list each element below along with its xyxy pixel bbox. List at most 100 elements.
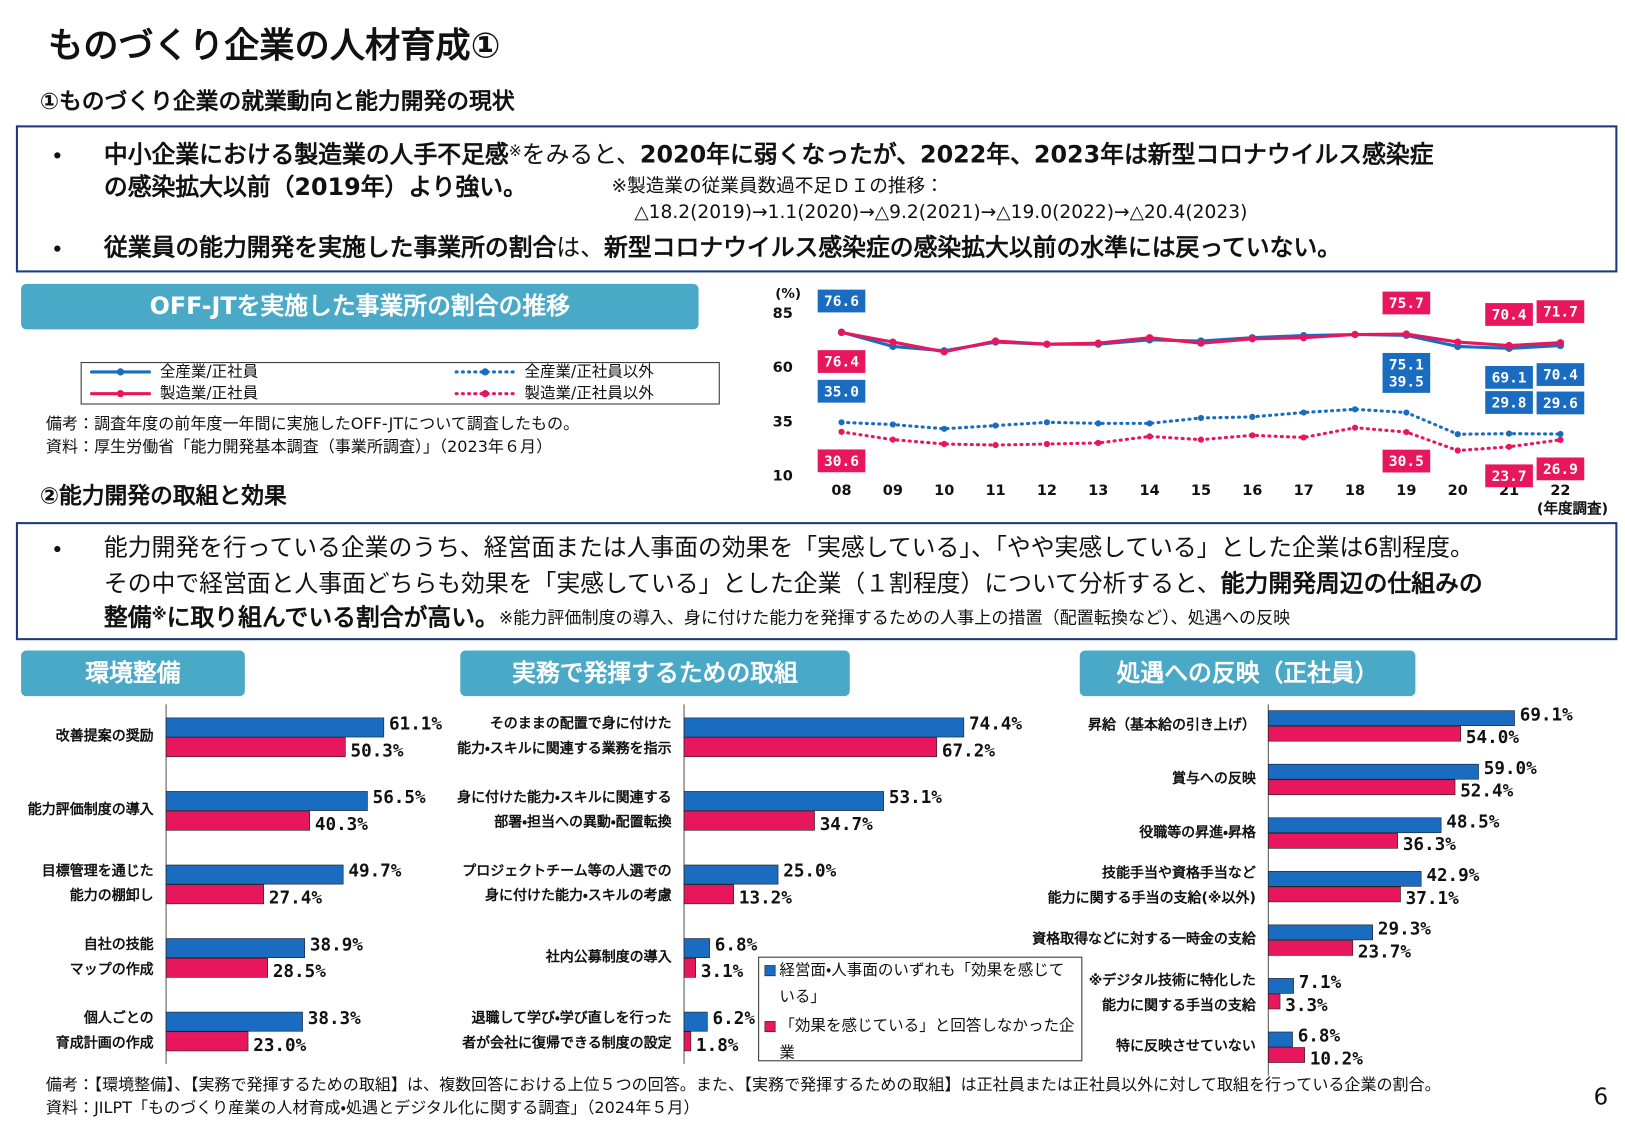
value-label: 13.2% <box>739 889 792 909</box>
summary-note: △18.2(2019)→1.1(2020)→△9.2(2021)→△19.0(2… <box>634 202 1247 223</box>
category-label-box: 身に付けた能力・スキルに関連する 部署・担当への異動・配置転換 <box>457 789 672 831</box>
value-label: 38.9% <box>310 935 363 955</box>
category-label: 役職等の昇進・昇格 <box>1139 824 1256 841</box>
chart-title: 処遇への反映（正社員） <box>1117 659 1379 687</box>
bar <box>165 1031 249 1052</box>
value-label: 35.0 <box>824 384 859 400</box>
value-label: 36.3% <box>1403 835 1456 855</box>
value-label: 40.3% <box>315 815 368 835</box>
value-label-box <box>817 449 866 473</box>
value-label-box <box>817 379 866 403</box>
chart-note: 備考：調査年度の前年度一年間に実施したOFF-JTについて調査したもの。 <box>46 414 579 433</box>
category-label-box: プロジェクトチーム等の人選での 身に付けた能力・スキルの考慮 <box>462 863 671 904</box>
point <box>1557 430 1564 438</box>
value-label: 29.8 <box>1492 396 1527 412</box>
value-label: 76.4 <box>824 355 859 371</box>
summary-box <box>15 125 1618 273</box>
legend-label: 全産業/正社員以外 <box>525 362 655 380</box>
category-label-box: 自社の技能 マップの作成 <box>70 937 154 978</box>
value-label-box <box>817 289 866 313</box>
bar <box>165 737 346 758</box>
point <box>838 428 845 435</box>
value-label-box <box>817 350 866 373</box>
bar <box>1267 940 1354 956</box>
text: をみると、 <box>522 140 640 168</box>
text-bold: 2020年に弱くなったが、2022年、2023年は新型コロナウイルス感染症 <box>640 140 1434 168</box>
point <box>889 436 896 443</box>
bar <box>1267 870 1422 887</box>
value-label: 29.6 <box>1543 396 1578 412</box>
category-label-box: 資格取得などに対する一時金の支給 <box>1032 931 1256 948</box>
value-label: 59.0% <box>1484 759 1537 779</box>
value-label-box <box>1382 291 1431 315</box>
point <box>1095 420 1102 427</box>
y-unit: (%) <box>775 287 801 302</box>
point <box>889 338 897 346</box>
bar <box>683 938 710 959</box>
value-label: 6.8% <box>1298 1027 1341 1047</box>
point <box>992 441 999 449</box>
point <box>1403 428 1410 436</box>
point <box>1351 424 1359 431</box>
value-label: 7.1% <box>1299 973 1342 993</box>
value-label: 75.1 <box>1389 357 1424 373</box>
text-bold: 整備 <box>104 603 152 631</box>
legend-marker <box>481 390 489 398</box>
value-label: 27.4% <box>269 889 322 909</box>
bar <box>683 957 697 978</box>
value-label: 38.3% <box>308 1009 361 1029</box>
category-label-box: 役職等の昇進・昇格 <box>1139 824 1256 841</box>
x-tick-label: 14 <box>1140 483 1160 499</box>
value-label-box <box>1536 300 1585 324</box>
point <box>1505 443 1513 450</box>
value-label-box <box>1485 303 1533 326</box>
point <box>837 328 846 337</box>
value-label: 34.7% <box>820 815 873 835</box>
point <box>1043 419 1051 426</box>
text-note-mark: ※ <box>509 142 522 160</box>
category-label-box: 技能手当や資格手当など 能力に関する手当の支給(※以外) <box>1048 865 1256 906</box>
page-title: ものづくり企業の人材育成① <box>48 26 500 67</box>
point <box>1557 436 1564 443</box>
legend-marker <box>481 368 489 376</box>
value-label-box <box>1536 363 1585 386</box>
text-bold: 能力開発周辺の仕組みの <box>1221 569 1483 597</box>
bar <box>165 938 306 959</box>
value-label-box <box>1382 370 1431 393</box>
summary-line: 能力開発を行っている企業のうち、経営面または人事面の効果を「実感している」、「や… <box>104 534 1474 562</box>
bar <box>165 1011 303 1032</box>
value-label: 54.0% <box>1466 728 1519 748</box>
category-label-box: 特に反映させていない <box>1116 1038 1256 1055</box>
bar <box>683 791 885 811</box>
point <box>1505 430 1513 437</box>
category-label: 退職して学び・学び直しを行った 者が会社に復帰できる制度の設定 <box>462 1010 672 1052</box>
text: は、 <box>556 233 604 261</box>
x-tick-label: 11 <box>985 483 1005 499</box>
point <box>1043 440 1051 448</box>
chart-source: 資料：厚生労働省「能力開発基本調査（事業所調査）」（2023年６月） <box>46 437 552 456</box>
point <box>1249 432 1256 439</box>
x-tick-label: 10 <box>934 483 954 499</box>
category-label-box: 社内公募制度の導入 <box>546 949 672 966</box>
point <box>1403 409 1410 416</box>
bar <box>1267 924 1374 941</box>
x-tick-label: 13 <box>1088 483 1108 499</box>
value-label: 25.0% <box>783 862 836 882</box>
page-subtitle: ①ものづくり企業の就業動向と能力開発の現状 <box>40 88 515 115</box>
value-label: 28.5% <box>273 962 326 982</box>
bullet <box>54 545 61 553</box>
value-label: 23.7% <box>1358 942 1411 962</box>
x-tick-label: 08 <box>831 483 851 499</box>
category-label: 身に付けた能力・スキルに関連する 部署・担当への異動・配置転換 <box>457 789 672 831</box>
bar <box>1267 763 1479 780</box>
value-label-box <box>1536 391 1585 415</box>
legend-label: 全産業/正社員 <box>160 362 258 380</box>
category-label-box: 改善提案の奨励 <box>56 728 154 745</box>
x-tick-label: 19 <box>1396 483 1416 499</box>
x-tick-label: 16 <box>1242 483 1262 499</box>
point <box>992 422 999 429</box>
bar <box>1267 725 1462 742</box>
value-label: 75.7 <box>1389 296 1424 312</box>
